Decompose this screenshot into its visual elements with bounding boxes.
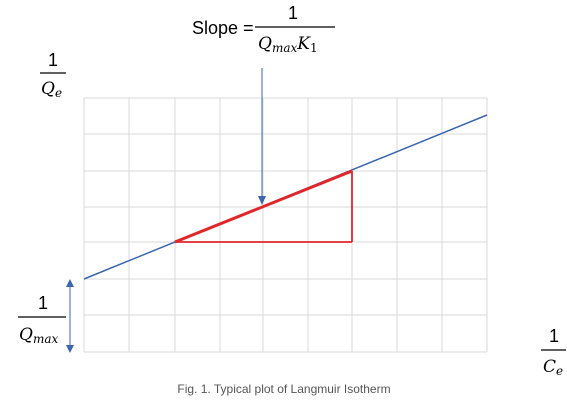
- y-axis-den-e: e: [55, 86, 62, 100]
- grid: [83, 97, 488, 353]
- intercept-den-q: Q: [19, 325, 33, 345]
- y-axis-label: 1 Qe: [40, 50, 66, 100]
- slope-triangle-hypotenuse: [174, 169, 353, 244]
- svg-text:Ce: Ce: [543, 357, 563, 378]
- intercept-numerator: 1: [38, 293, 48, 313]
- intercept-double-arrow: [66, 279, 74, 353]
- svg-text:QmaxK1: QmaxK1: [258, 34, 318, 55]
- y-axis-numerator: 1: [48, 50, 58, 70]
- x-axis-den-c: C: [543, 357, 556, 377]
- svg-text:Qe: Qe: [41, 79, 62, 100]
- slope-pointer-arrow: [258, 68, 266, 205]
- x-axis-numerator: 1: [549, 326, 559, 346]
- slope-den-max: max: [272, 41, 298, 55]
- intercept-den-max: max: [33, 332, 59, 346]
- figure-caption: Fig. 1. Typical plot of Langmuir Isother…: [177, 382, 390, 396]
- slope-triangle: [174, 169, 353, 244]
- x-axis-label: 1 Ce: [541, 326, 566, 378]
- slope-numerator: 1: [288, 3, 298, 23]
- svg-text:Qmax: Qmax: [19, 325, 58, 346]
- intercept-label: 1 Qmax: [18, 293, 66, 346]
- slope-den-k: K: [296, 34, 311, 54]
- slope-den-q: Q: [258, 34, 272, 54]
- slope-prefix: Slope =: [192, 18, 254, 38]
- slope-label: Slope = 1 QmaxK1: [192, 3, 335, 55]
- slope-den-1: 1: [310, 41, 318, 55]
- y-axis-den-q: Q: [41, 79, 55, 99]
- x-axis-den-e: e: [556, 364, 563, 378]
